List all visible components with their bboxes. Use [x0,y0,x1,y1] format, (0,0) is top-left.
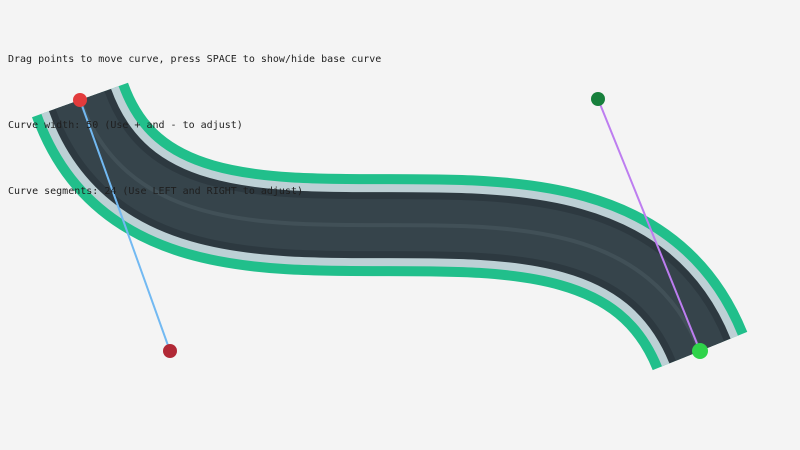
point-start-control[interactable] [163,344,177,358]
point-end-anchor[interactable] [692,343,708,359]
instruction-drag-hint: Drag points to move curve, press SPACE t… [8,54,382,65]
road-center-lane-line [78,99,702,352]
instructions-panel: Drag points to move curve, press SPACE t… [8,5,381,225]
point-start-anchor[interactable] [73,93,87,107]
point-end-control[interactable] [591,92,605,106]
handle-line-start [79,99,171,352]
handle-line-end [597,98,701,352]
instruction-curve-width: Curve width: 50 (Use + and - to adjust) [8,120,243,131]
instruction-curve-segments: Curve segments: 24 (Use LEFT and RIGHT t… [8,186,304,197]
